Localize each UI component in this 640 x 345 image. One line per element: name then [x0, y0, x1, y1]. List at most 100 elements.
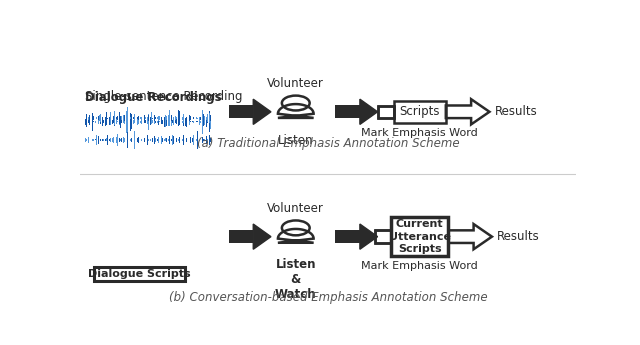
- Bar: [394, 100, 446, 123]
- Bar: [189, 115, 190, 121]
- Bar: [127, 118, 128, 119]
- Bar: [154, 115, 155, 121]
- Text: Dialogue Scripts: Dialogue Scripts: [88, 269, 191, 279]
- Bar: [124, 138, 125, 142]
- Bar: [186, 138, 187, 142]
- Bar: [140, 139, 141, 140]
- Bar: [180, 138, 181, 141]
- Bar: [168, 115, 169, 121]
- Bar: [125, 111, 127, 132]
- Bar: [391, 217, 448, 256]
- Bar: [140, 117, 141, 119]
- Bar: [165, 115, 166, 121]
- Bar: [168, 139, 169, 140]
- Bar: [106, 138, 107, 141]
- Bar: [96, 135, 97, 145]
- Bar: [158, 116, 159, 120]
- Bar: [182, 121, 183, 123]
- Bar: [89, 115, 90, 121]
- Bar: [117, 134, 118, 146]
- Bar: [138, 137, 140, 143]
- Bar: [335, 106, 360, 118]
- Bar: [95, 121, 96, 123]
- Bar: [144, 116, 145, 121]
- Bar: [190, 117, 191, 120]
- Bar: [151, 112, 152, 124]
- Bar: [131, 138, 132, 142]
- Text: Mark Emphasis Word: Mark Emphasis Word: [362, 261, 478, 271]
- Bar: [110, 111, 111, 125]
- Bar: [86, 117, 87, 127]
- Bar: [178, 139, 179, 141]
- Bar: [161, 136, 162, 144]
- Bar: [102, 118, 103, 126]
- Bar: [88, 120, 89, 123]
- Bar: [154, 119, 155, 124]
- Text: Single-sentence Recording: Single-sentence Recording: [85, 90, 243, 103]
- Bar: [104, 117, 106, 126]
- Bar: [176, 117, 177, 119]
- Bar: [123, 137, 124, 142]
- Bar: [199, 117, 200, 119]
- Bar: [138, 120, 140, 124]
- Bar: [141, 117, 142, 120]
- Bar: [152, 138, 154, 142]
- Bar: [175, 116, 176, 120]
- Bar: [140, 121, 141, 123]
- Bar: [104, 139, 106, 141]
- Bar: [113, 116, 114, 120]
- Bar: [98, 136, 99, 144]
- Bar: [134, 131, 135, 149]
- Bar: [154, 136, 155, 144]
- Bar: [376, 230, 391, 243]
- Bar: [210, 138, 211, 142]
- Polygon shape: [253, 99, 271, 125]
- Bar: [113, 137, 114, 143]
- Bar: [172, 120, 173, 124]
- Bar: [376, 230, 391, 243]
- Bar: [100, 114, 101, 122]
- Bar: [192, 138, 193, 142]
- Bar: [186, 117, 187, 127]
- Bar: [190, 137, 191, 143]
- Bar: [183, 114, 184, 122]
- Bar: [189, 118, 190, 125]
- Bar: [173, 118, 175, 125]
- Bar: [183, 135, 184, 145]
- Bar: [93, 121, 94, 122]
- Bar: [137, 138, 138, 142]
- Bar: [158, 137, 159, 143]
- Bar: [137, 119, 138, 125]
- Bar: [91, 109, 92, 128]
- Bar: [180, 114, 181, 123]
- Bar: [178, 121, 179, 122]
- Bar: [118, 119, 120, 125]
- Bar: [193, 117, 194, 119]
- Bar: [161, 119, 162, 124]
- Bar: [123, 115, 124, 121]
- Bar: [199, 119, 200, 125]
- Bar: [192, 121, 193, 122]
- Bar: [145, 120, 147, 123]
- Bar: [85, 138, 86, 141]
- Bar: [176, 138, 177, 142]
- Bar: [165, 138, 166, 141]
- Text: (b) Conversation-based Emphasis Annotation Scheme: (b) Conversation-based Emphasis Annotati…: [169, 291, 487, 304]
- Bar: [171, 115, 172, 121]
- Bar: [207, 139, 208, 141]
- Bar: [110, 121, 111, 123]
- Bar: [118, 138, 120, 142]
- Bar: [200, 117, 201, 120]
- Bar: [166, 116, 168, 120]
- Bar: [378, 106, 394, 118]
- Bar: [178, 110, 179, 126]
- Bar: [148, 139, 149, 141]
- Bar: [148, 115, 149, 121]
- Text: Dialogue Recordings: Dialogue Recordings: [85, 91, 221, 104]
- Bar: [152, 118, 154, 119]
- Bar: [197, 121, 198, 122]
- Bar: [109, 139, 110, 141]
- Bar: [102, 117, 103, 119]
- Bar: [144, 138, 145, 142]
- Bar: [378, 106, 394, 118]
